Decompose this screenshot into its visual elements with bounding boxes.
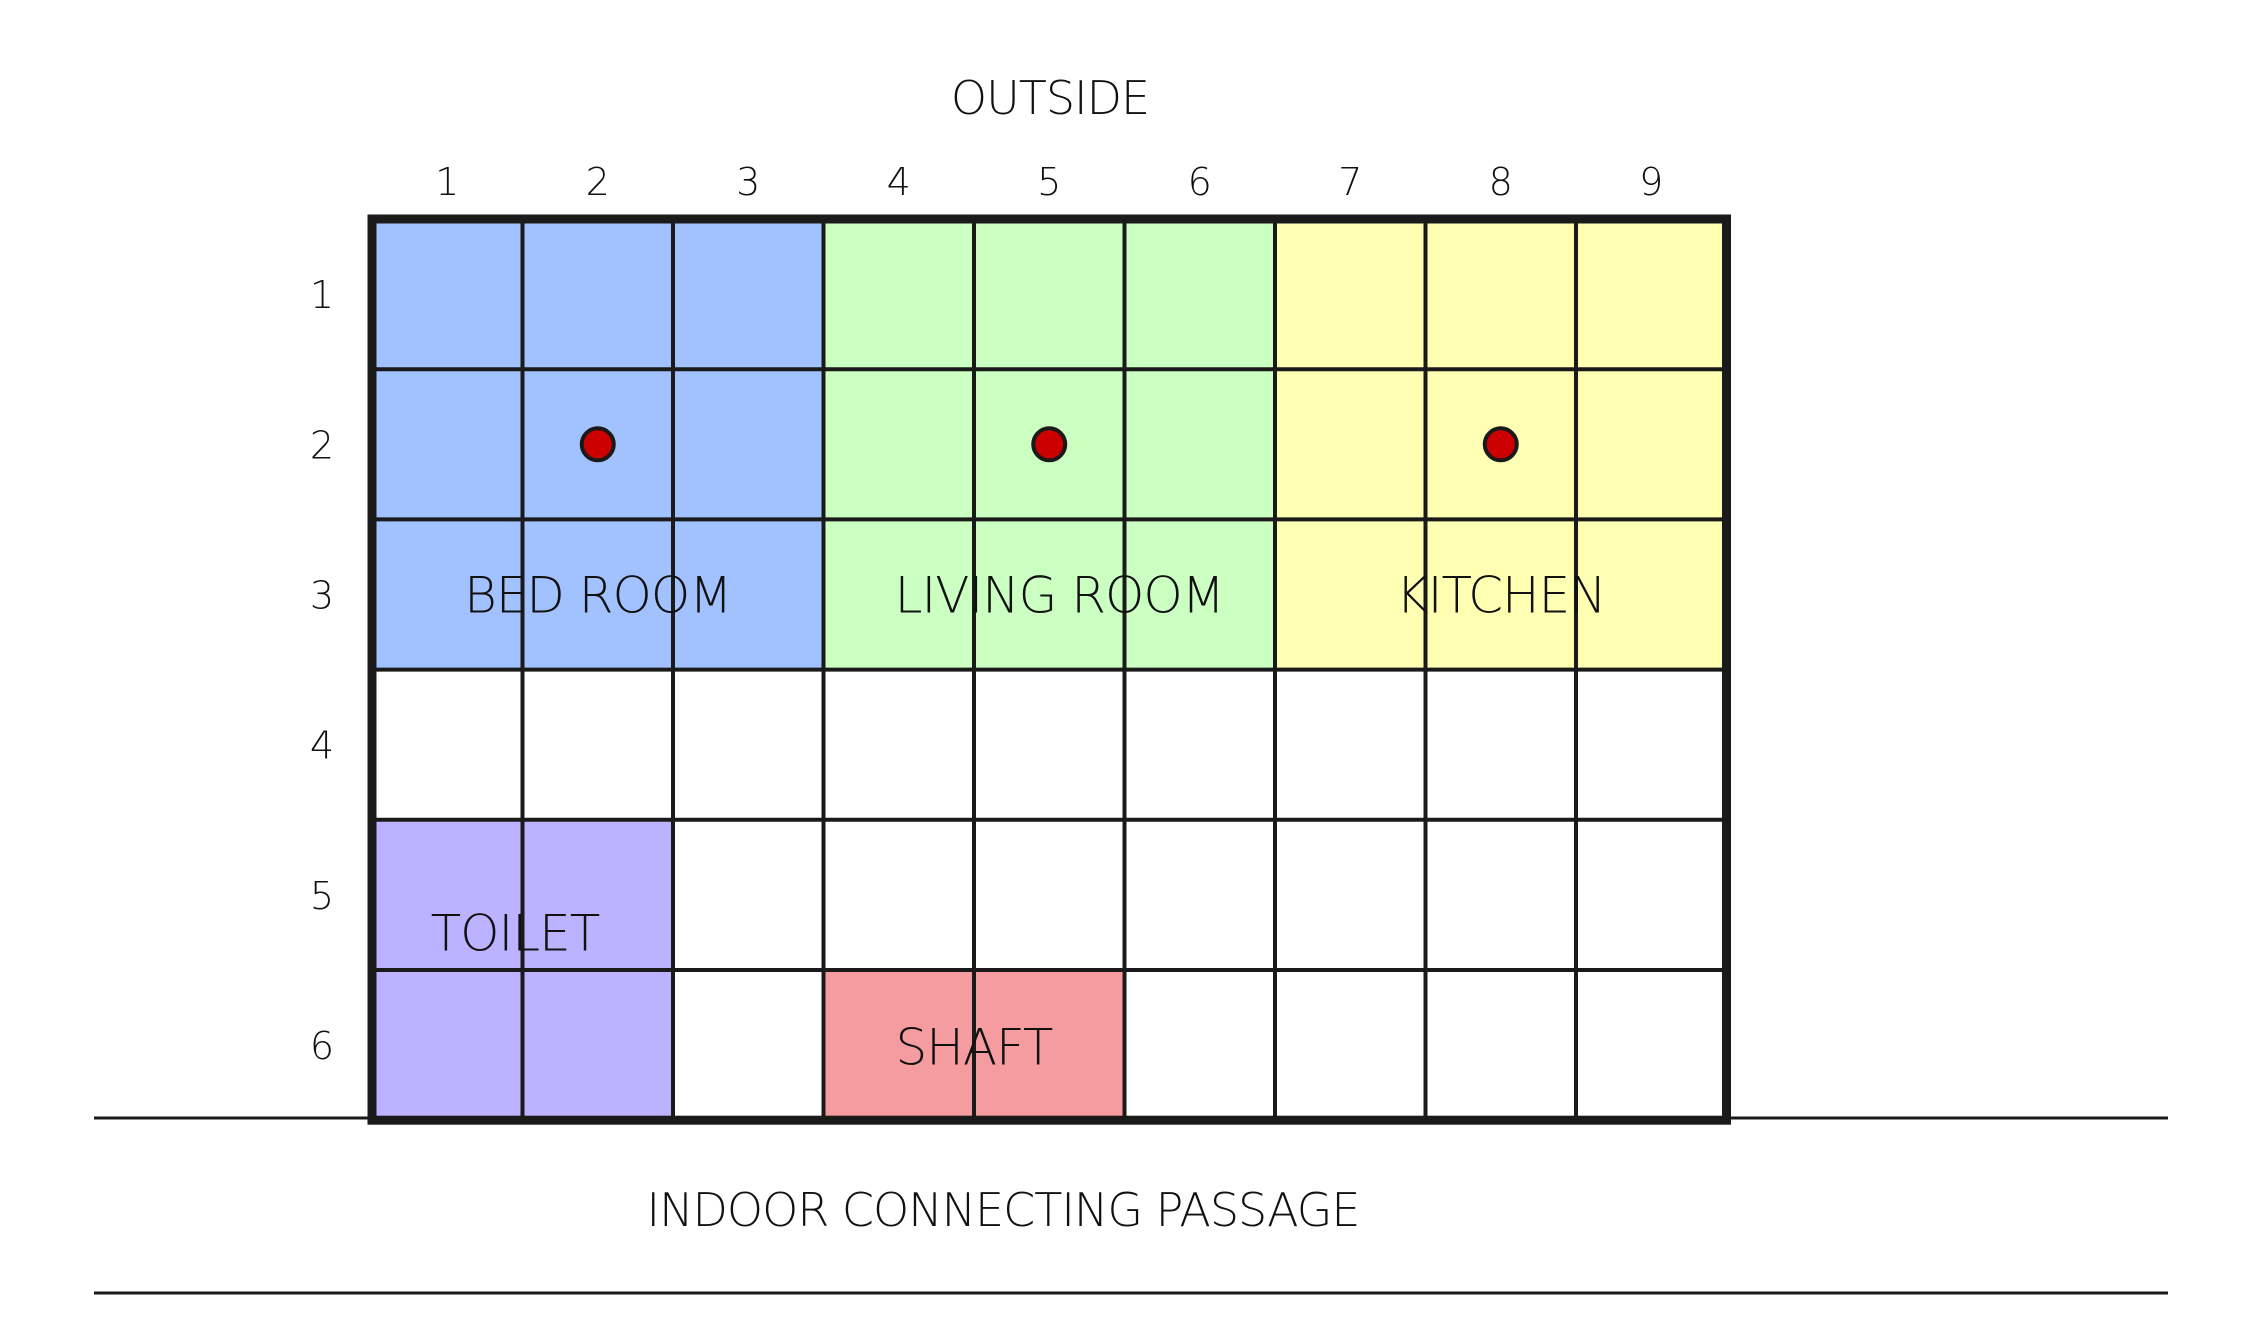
column-number: 8: [1489, 160, 1513, 204]
column-number: 6: [1188, 160, 1212, 204]
column-number: 3: [736, 160, 760, 204]
room-markers: [579, 426, 1519, 463]
row-number: 5: [310, 874, 334, 918]
row-number: 3: [310, 574, 334, 618]
outside-label: OUTSIDE: [951, 71, 1149, 125]
room-label-bedroom: BED ROOM: [464, 567, 731, 625]
room-label-kitchen: KITCHEN: [1396, 567, 1606, 625]
column-number: 2: [586, 160, 610, 204]
column-number: 5: [1037, 160, 1061, 204]
row-number: 1: [310, 273, 334, 317]
grid-lines: [367, 214, 1731, 1125]
room-labels: BED ROOM LIVING ROOM KITCHEN TOILET SHAFT: [431, 567, 1607, 1077]
column-number: 1: [435, 160, 459, 204]
row-number: 2: [310, 423, 334, 467]
axis-labels: 1 2 3 4 5 6 7 8 9 1 2 3 4 5 6: [310, 160, 1663, 1068]
room-label-livingroom: LIVING ROOM: [895, 567, 1224, 625]
column-number: 4: [887, 160, 911, 204]
room-label-shaft: SHAFT: [896, 1019, 1053, 1077]
marker-kitchen: [1482, 426, 1519, 463]
marker-bedroom: [579, 426, 616, 463]
row-number: 4: [310, 724, 334, 768]
room-label-toilet: TOILET: [431, 904, 600, 962]
marker-livingroom: [1031, 426, 1068, 463]
row-number: 6: [310, 1024, 334, 1068]
column-number: 7: [1338, 160, 1362, 204]
column-number: 9: [1639, 160, 1663, 204]
passage-label: INDOOR CONNECTING PASSAGE: [647, 1183, 1360, 1237]
